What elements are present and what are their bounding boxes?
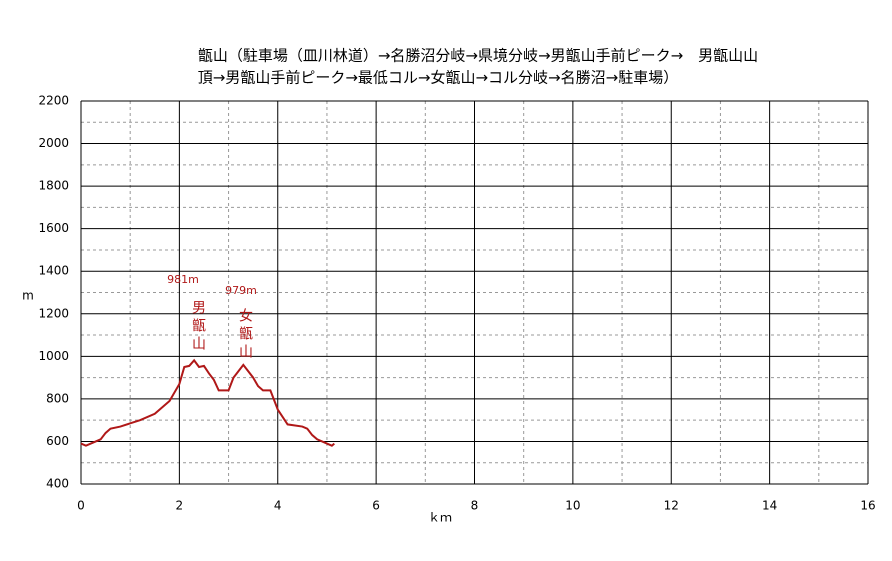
y-tick-label: 600 <box>46 434 69 448</box>
x-tick-label: 4 <box>274 499 282 513</box>
x-tick-label: 12 <box>664 499 679 513</box>
y-tick-label: 2000 <box>38 136 69 150</box>
y-tick-label: 1400 <box>38 264 69 278</box>
annotation: 女甑山 <box>237 307 253 362</box>
y-tick-label: 1200 <box>38 306 69 320</box>
y-tick-label: 1800 <box>38 179 69 193</box>
y-tick-label: 800 <box>46 391 69 405</box>
y-tick-label: 1000 <box>38 349 69 363</box>
y-axis-label: m <box>22 289 34 303</box>
x-tick-label: 16 <box>860 499 875 513</box>
annotation: 981m <box>167 273 199 286</box>
elevation-line <box>80 358 335 447</box>
x-tick-label: 6 <box>372 499 380 513</box>
x-tick-label: 0 <box>77 499 85 513</box>
x-tick-label: 2 <box>176 499 184 513</box>
x-tick-label: 8 <box>471 499 479 513</box>
x-tick-label: 10 <box>565 499 580 513</box>
y-tick-label: 400 <box>46 477 69 491</box>
chart-title: 甑山（駐車場（皿川林道）→名勝沼分岐→県境分岐→男甑山手前ピーク→ 男甑山山 <box>198 47 758 65</box>
annotation: 979m <box>225 284 257 297</box>
y-tick-label: 1600 <box>38 221 69 235</box>
y-tick-label: 2200 <box>38 94 69 108</box>
chart-title: 頂→男甑山手前ピーク→最低コル→女甑山→コル分岐→名勝沼→駐車場） <box>198 69 678 87</box>
x-axis-label: ｋｍ <box>428 511 452 525</box>
x-tick-label: 14 <box>762 499 777 513</box>
annotation: 男甑山 <box>190 300 206 354</box>
